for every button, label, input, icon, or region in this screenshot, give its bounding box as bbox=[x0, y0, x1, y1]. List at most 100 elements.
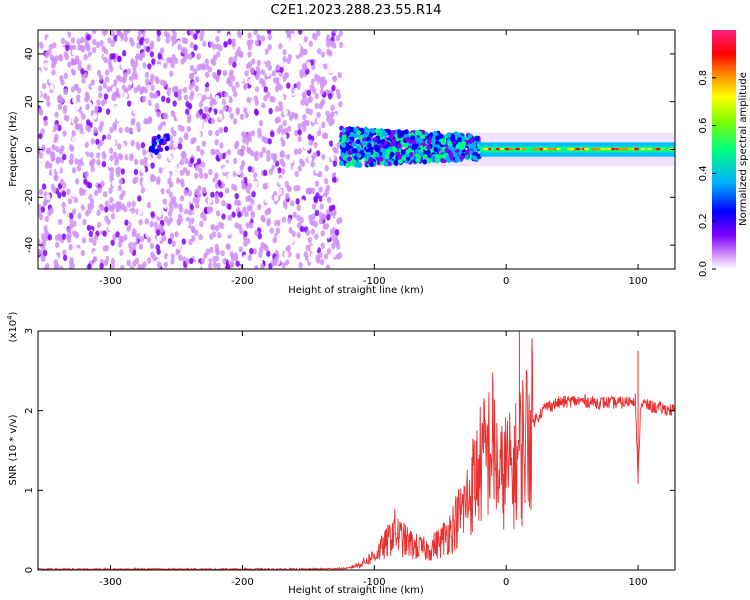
heatmap-cell bbox=[115, 167, 120, 174]
heatmap-cell bbox=[49, 54, 55, 61]
heatmap-cell bbox=[316, 30, 321, 37]
heatmap-cell bbox=[254, 150, 259, 158]
heatmap-cell bbox=[110, 138, 116, 146]
heatmap-cell bbox=[96, 209, 101, 216]
heatmap-cell bbox=[275, 227, 281, 234]
heatmap-cell bbox=[296, 231, 301, 239]
heatmap-cell bbox=[305, 244, 310, 252]
heatmap-cell bbox=[301, 63, 307, 70]
heatmap-cell bbox=[137, 30, 143, 36]
heatmap-cell bbox=[383, 131, 388, 138]
heatmap-cell bbox=[190, 217, 195, 224]
heatmap-cell bbox=[144, 71, 150, 79]
heatmap-cell bbox=[193, 216, 198, 224]
heatmap-cell bbox=[83, 72, 88, 79]
y-tick-label: 20 bbox=[24, 95, 35, 108]
heatmap-cell bbox=[284, 250, 289, 258]
heatmap-cell bbox=[218, 113, 223, 120]
heatmap-cell bbox=[120, 62, 126, 69]
heatmap-cell bbox=[47, 135, 52, 142]
heatmap-cell bbox=[304, 100, 309, 107]
heatmap-cell bbox=[66, 188, 71, 195]
heatmap-cell bbox=[211, 126, 216, 133]
heatmap-cell bbox=[173, 67, 179, 74]
heatmap-cell bbox=[168, 154, 173, 162]
heatmap-cell bbox=[149, 91, 154, 99]
colorbar-tick-label: 0.0 bbox=[698, 261, 709, 277]
heatmap-cell bbox=[220, 182, 225, 189]
heatmap-cell bbox=[633, 147, 639, 151]
heatmap-cell bbox=[123, 72, 128, 79]
heatmap-cell bbox=[120, 168, 125, 175]
heatmap-cell bbox=[66, 227, 72, 234]
heatmap-cell bbox=[260, 102, 266, 109]
heatmap-cell bbox=[157, 53, 162, 60]
heatmap-cell bbox=[216, 262, 221, 269]
heatmap-cell bbox=[267, 138, 272, 145]
heatmap-cell bbox=[197, 94, 202, 102]
heatmap-cell bbox=[444, 148, 450, 154]
heatmap-cell bbox=[131, 236, 137, 243]
heatmap-cell bbox=[316, 257, 321, 264]
heatmap-cell bbox=[338, 41, 344, 49]
heatmap-cell bbox=[183, 48, 188, 55]
heatmap-cell bbox=[146, 201, 152, 209]
heatmap-cell bbox=[256, 69, 261, 77]
heatmap-cell bbox=[414, 148, 420, 155]
heatmap-cell bbox=[161, 125, 167, 132]
heatmap-cell bbox=[188, 53, 193, 61]
heatmap-cell bbox=[292, 211, 297, 219]
heatmap-cell bbox=[108, 245, 113, 253]
heatmap-cell bbox=[110, 40, 115, 48]
heatmap-cell bbox=[201, 94, 207, 101]
heatmap-cell bbox=[433, 146, 439, 153]
heatmap-cell bbox=[600, 147, 606, 151]
heatmap-cell bbox=[165, 183, 170, 190]
heatmap-cell bbox=[51, 59, 57, 67]
heatmap-cell bbox=[166, 32, 171, 39]
heatmap-cell bbox=[336, 142, 341, 149]
heatmap-cell bbox=[308, 95, 313, 103]
heatmap-cell bbox=[253, 172, 258, 179]
heatmap-cell bbox=[468, 150, 474, 156]
heatmap-cell bbox=[168, 216, 173, 224]
heatmap-cell bbox=[143, 156, 148, 163]
heatmap-cell bbox=[71, 49, 77, 56]
heatmap-cell bbox=[305, 83, 310, 91]
heatmap-cell bbox=[247, 165, 253, 173]
heatmap-cell bbox=[54, 124, 59, 131]
heatmap-cell bbox=[82, 218, 87, 226]
heatmap-cell bbox=[41, 82, 47, 90]
heatmap-cell bbox=[316, 68, 322, 76]
colorbar-tick-label: 0.4 bbox=[698, 165, 709, 181]
heatmap-cell bbox=[314, 233, 319, 240]
heatmap-cell bbox=[150, 176, 155, 183]
heatmap-cell bbox=[341, 142, 346, 149]
heatmap-cell bbox=[617, 147, 623, 151]
colorbar-gradient bbox=[712, 30, 736, 269]
heatmap-cell bbox=[136, 143, 141, 151]
heatmap-cell bbox=[148, 184, 154, 191]
heatmap-cell bbox=[70, 190, 75, 198]
heatmap-cell bbox=[286, 57, 291, 65]
heatmap-cell bbox=[38, 152, 44, 159]
heatmap-cell bbox=[273, 168, 278, 175]
heatmap-cell bbox=[63, 88, 68, 95]
heatmap-cell bbox=[188, 30, 194, 34]
heatmap-cell bbox=[210, 191, 215, 198]
heatmap-cell bbox=[184, 208, 189, 215]
heatmap-cell bbox=[44, 141, 50, 149]
heatmap-cell bbox=[288, 42, 293, 49]
heatmap-cell bbox=[52, 42, 57, 49]
heatmap-cell bbox=[75, 247, 81, 254]
heatmap-cell bbox=[254, 86, 260, 93]
heatmap-cell bbox=[193, 208, 198, 215]
heatmap-cell bbox=[307, 236, 313, 244]
heatmap-cell bbox=[165, 133, 170, 139]
heatmap-cell bbox=[211, 43, 217, 50]
heatmap-cell bbox=[299, 141, 304, 148]
heatmap-cell bbox=[56, 62, 61, 69]
heatmap-cell bbox=[109, 126, 114, 134]
heatmap-cell bbox=[250, 236, 256, 244]
heatmap-cell bbox=[81, 188, 86, 196]
